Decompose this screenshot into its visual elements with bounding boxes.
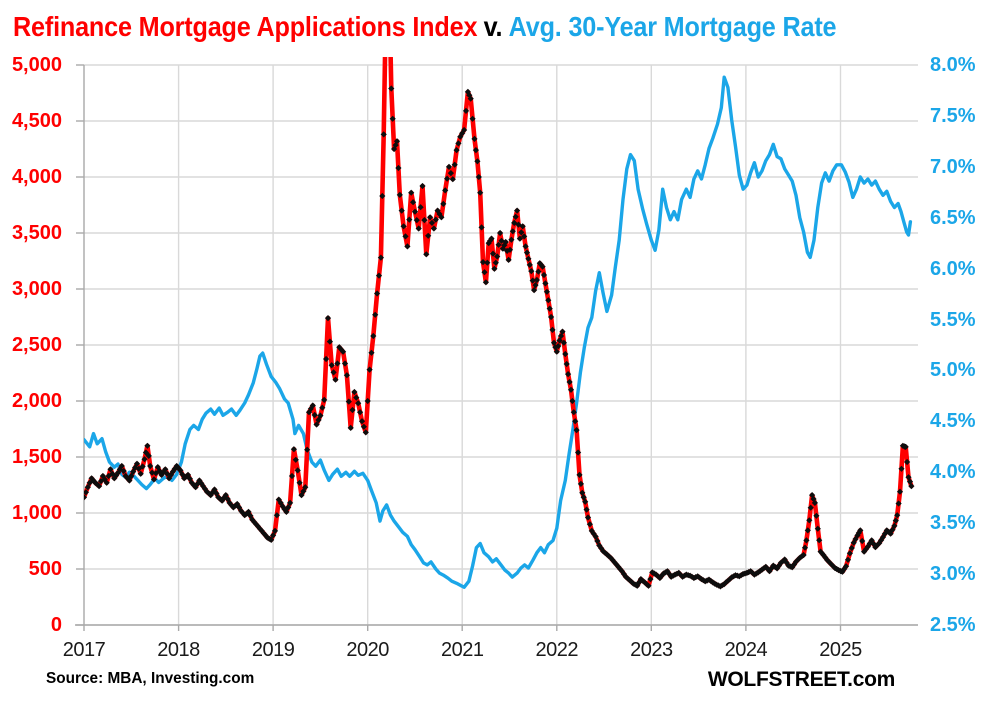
right-axis-tick-label: 5.5% [930,308,976,331]
right-axis-tick-label: 2.5% [930,614,976,636]
site-brand: WOLFSTREET.com [707,668,895,691]
left-axis-tick-label: 1,000 [11,502,62,524]
rate-line-series [84,75,913,589]
left-axis-tick-label: 3,000 [11,278,62,300]
x-axis-year-label: 2018 [157,639,200,661]
chart-title: Refinance Mortgage Applications Index v. A… [13,11,837,43]
right-axis-tick-label: 3.5% [930,512,976,535]
refi-line-series [84,57,914,589]
left-axis-tick-label: 4,000 [11,166,62,188]
x-axis-year-label: 2017 [62,639,106,661]
title-refi-series-label: Refinance Mortgage Applications Index [13,11,478,42]
right-axis-tick-label: 4.5% [930,410,976,433]
x-axis-year-label: 2020 [346,639,389,661]
right-axis-tick-label: 5.0% [930,359,976,382]
left-axis-tick-label: 2,000 [11,390,62,412]
left-axis-tick-label: 5,000 [11,54,62,76]
left-axis-tick-label: 500 [28,558,62,580]
x-axis-year-label: 2019 [251,639,295,661]
x-axis-year-label: 2023 [630,639,673,661]
refi-series-markers [84,85,915,590]
left-axis-tick-label: 1,500 [11,446,62,468]
x-axis-year-label: 2021 [440,639,484,661]
left-axis-tick-label: 0 [50,614,62,636]
x-axis-year-label: 2024 [724,639,768,661]
title-rate-series-label: Avg. 30-Year Mortgage Rate [508,11,837,42]
left-axis-tick-label: 4,500 [11,110,62,132]
source-note: Source: MBA, Investing.com [46,670,255,687]
title-separator: v. [483,11,503,42]
x-axis-year-label: 2025 [819,639,862,661]
left-axis-tick-label: 2,500 [11,334,62,356]
right-axis-tick-label: 8.0% [930,54,976,76]
right-axis-tick-label: 4.0% [930,461,976,484]
right-axis-tick-label: 7.0% [930,155,976,178]
right-axis-tick-label: 6.0% [930,257,976,280]
x-axis-year-label: 2022 [535,639,579,661]
right-axis-tick-label: 6.5% [930,206,976,229]
left-axis-tick-label: 3,500 [11,222,62,244]
right-axis-tick-label: 7.5% [930,104,976,127]
axis-lines [75,64,918,631]
right-axis-tick-label: 3.0% [930,563,976,586]
gridlines [84,64,918,626]
